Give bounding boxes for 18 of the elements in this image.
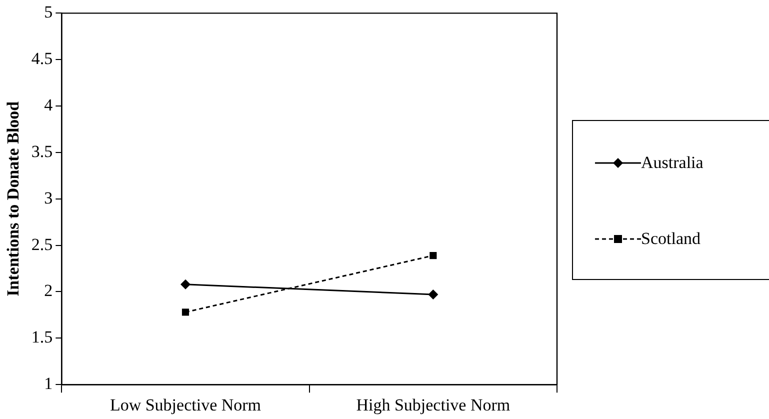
point [430, 252, 437, 260]
y-tick-label: 5 [44, 2, 53, 22]
x-tick-label: Low Subjective Norm [110, 395, 262, 414]
y-tick-label: 3.5 [31, 142, 53, 161]
x-tick-label: High Subjective Norm [356, 395, 510, 414]
y-tick-label: 4 [44, 96, 54, 115]
y-tick-label: 2.5 [31, 234, 53, 254]
point [180, 279, 190, 290]
y-tick-label: 1.5 [31, 328, 53, 347]
point [182, 308, 190, 316]
legend-label: Australia [641, 153, 704, 173]
legend-label: Scotland [641, 229, 700, 249]
y-tick-label: 2 [44, 281, 53, 300]
y-tick-label: 4.5 [31, 49, 53, 68]
y-tick-label: 1 [44, 374, 53, 394]
y-tick-label: 3 [44, 188, 53, 208]
point [428, 290, 438, 300]
y-axis-title: Intentions to Donate Blood [4, 100, 23, 296]
